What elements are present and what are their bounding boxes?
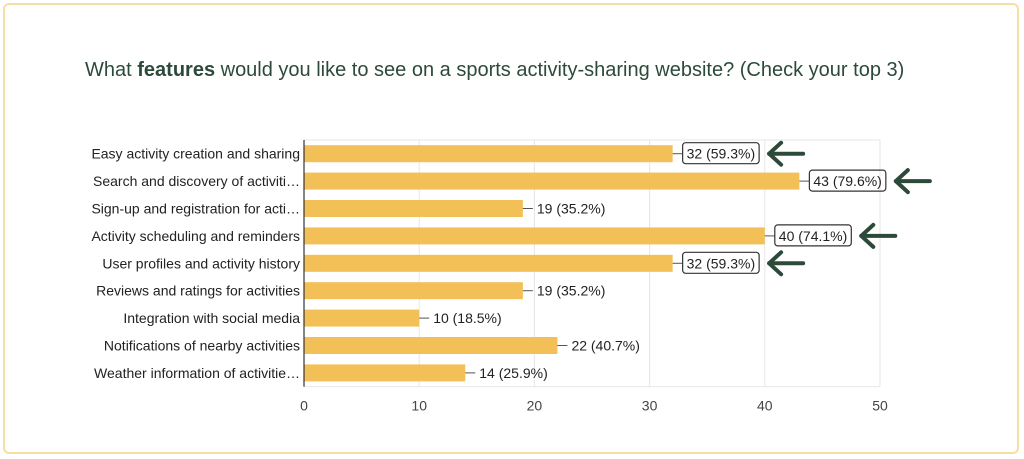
category-label: Easy activity creation and sharing [91,146,300,162]
arrows [767,140,932,277]
data-label: 19 (35.2%) [537,201,605,217]
bar [304,227,765,245]
arrow-left-icon [767,140,806,167]
data-label-box [682,142,760,165]
bar [304,364,466,382]
bar [304,172,800,190]
data-label: 22 (40.7%) [571,338,639,354]
bar [304,200,523,217]
category-label: User profiles and activity history [102,255,300,271]
data-label: 40 (74.1%) [779,228,847,244]
bar [304,337,558,354]
data-label: 19 (35.2%) [537,283,605,299]
category-label: Sign-up and registration for acti… [91,201,300,217]
title-prefix: What [85,59,138,81]
category-label: Weather information of activitie… [94,365,300,381]
data-label-box [808,169,887,192]
data-label: 32 (59.3%) [687,146,755,162]
data-label: 43 (79.6%) [813,173,881,189]
data-labels: 32 (59.3%) 43 (79.6%) 19 (35.2%) 40 (74.1%)… [419,142,887,381]
category-label: Search and discovery of activiti… [93,173,300,189]
chart-title: What features would you like to see on a… [85,55,905,85]
arrow-left-icon [893,168,932,195]
category-label: Integration with social media [123,310,300,326]
data-label-box [682,251,760,274]
x-tick-label: 30 [642,398,658,414]
x-tick-label: 20 [527,398,543,414]
category-label: Activity scheduling and reminders [91,228,300,244]
data-label: 32 (59.3%) [687,255,755,271]
bars [304,145,800,382]
data-label: 10 (18.5%) [433,310,501,326]
x-tick-label: 50 [872,398,888,414]
x-tick-label: 40 [757,398,773,414]
arrow-left-icon [767,250,806,277]
bar [304,309,420,327]
arrow-left-icon [859,222,898,249]
bar [304,254,673,272]
data-label: 14 (25.9%) [479,365,547,381]
bar [304,145,673,163]
data-label-box [774,224,852,247]
title-suffix: would you like to see on a sports activi… [215,59,905,81]
category-labels: Easy activity creation and sharing Search… [91,146,300,381]
category-label: Reviews and ratings for activities [96,283,300,299]
category-label: Notifications of nearby activities [104,338,300,354]
x-tick-label: 10 [411,398,427,414]
bar [304,282,523,300]
x-tick-label: 0 [300,398,308,414]
x-axis-ticks: 0 10 20 30 40 50 [300,398,888,414]
title-bold: features [137,59,216,81]
